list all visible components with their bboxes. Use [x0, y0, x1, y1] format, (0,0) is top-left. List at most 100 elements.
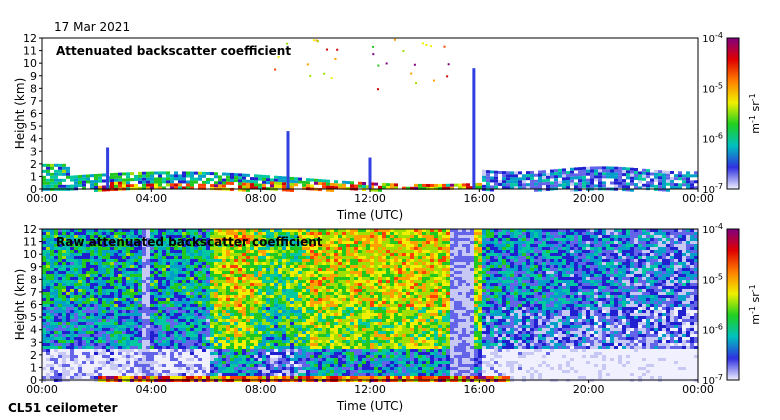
cell: [186, 253, 190, 256]
cell: [318, 280, 322, 283]
cell: [218, 322, 222, 325]
cell: [146, 265, 150, 268]
cell: [146, 262, 150, 265]
y-tick-label: 7: [30, 95, 37, 108]
cell: [158, 301, 162, 304]
cell: [266, 322, 270, 325]
cell: [138, 286, 142, 289]
cell: [326, 253, 330, 256]
cell: [110, 292, 114, 295]
cell: [350, 268, 354, 271]
cell: [370, 185, 374, 189]
cell: [126, 244, 130, 247]
cell: [578, 182, 582, 186]
cell: [186, 247, 190, 250]
cell: [270, 253, 274, 256]
cell: [246, 304, 250, 307]
cell: [298, 180, 302, 184]
cell: [42, 337, 46, 340]
cell: [306, 316, 310, 319]
cell: [290, 364, 294, 367]
cell: [174, 319, 178, 322]
cell: [182, 238, 186, 241]
cell: [514, 174, 518, 178]
cell: [346, 274, 350, 277]
cell: [62, 244, 66, 247]
cell: [154, 373, 158, 376]
cell: [130, 262, 134, 265]
cell: [274, 325, 278, 328]
cell: [406, 186, 410, 190]
cell: [110, 355, 114, 358]
cell: [106, 241, 110, 244]
cell: [246, 229, 250, 232]
cell: [262, 247, 266, 250]
cell: [142, 256, 146, 259]
cell: [330, 289, 334, 292]
cell: [90, 325, 94, 328]
cell: [278, 259, 282, 262]
cell: [186, 244, 190, 247]
cell: [230, 319, 234, 322]
cell: [358, 253, 362, 256]
cell: [142, 370, 146, 373]
cell: [346, 280, 350, 283]
cell: [134, 322, 138, 325]
cell: [266, 265, 270, 268]
cell: [170, 232, 174, 235]
cell: [78, 286, 82, 289]
cell: [98, 343, 102, 346]
cell: [42, 277, 46, 280]
cell: [350, 274, 354, 277]
cell: [46, 322, 50, 325]
cell: [330, 304, 334, 307]
cell: [222, 337, 226, 340]
cell: [170, 316, 174, 319]
cell: [270, 313, 274, 316]
cell: [302, 183, 306, 187]
cell: [50, 313, 54, 316]
cell: [302, 280, 306, 283]
cell: [282, 319, 286, 322]
cell: [42, 355, 46, 358]
cell: [90, 232, 94, 235]
cell: [526, 186, 530, 190]
cell: [82, 244, 86, 247]
cell: [154, 349, 158, 352]
cell: [90, 313, 94, 316]
cell: [102, 286, 106, 289]
cell: [190, 235, 194, 238]
cell: [334, 319, 338, 322]
cell: [334, 322, 338, 325]
cell: [50, 301, 54, 304]
cell: [302, 349, 306, 352]
cell: [78, 346, 82, 349]
cell: [58, 250, 62, 253]
cell: [178, 298, 182, 301]
cell: [106, 256, 110, 259]
cell: [70, 358, 74, 361]
cell: [98, 298, 102, 301]
cell: [134, 358, 138, 361]
cell: [114, 274, 118, 277]
cell: [358, 280, 362, 283]
cell: [206, 355, 210, 358]
cell: [314, 328, 318, 331]
cell: [346, 286, 350, 289]
cell: [62, 238, 66, 241]
cell: [186, 259, 190, 262]
cell: [254, 177, 258, 181]
cell: [154, 265, 158, 268]
cell: [250, 232, 254, 235]
cell: [162, 235, 166, 238]
cell: [94, 289, 98, 292]
cell: [486, 179, 490, 183]
cell: [362, 328, 366, 331]
cell: [206, 349, 210, 352]
cell: [658, 185, 662, 189]
cell: [274, 313, 278, 316]
cell: [254, 301, 258, 304]
cell: [298, 325, 302, 328]
cell: [158, 325, 162, 328]
cell: [630, 167, 634, 171]
